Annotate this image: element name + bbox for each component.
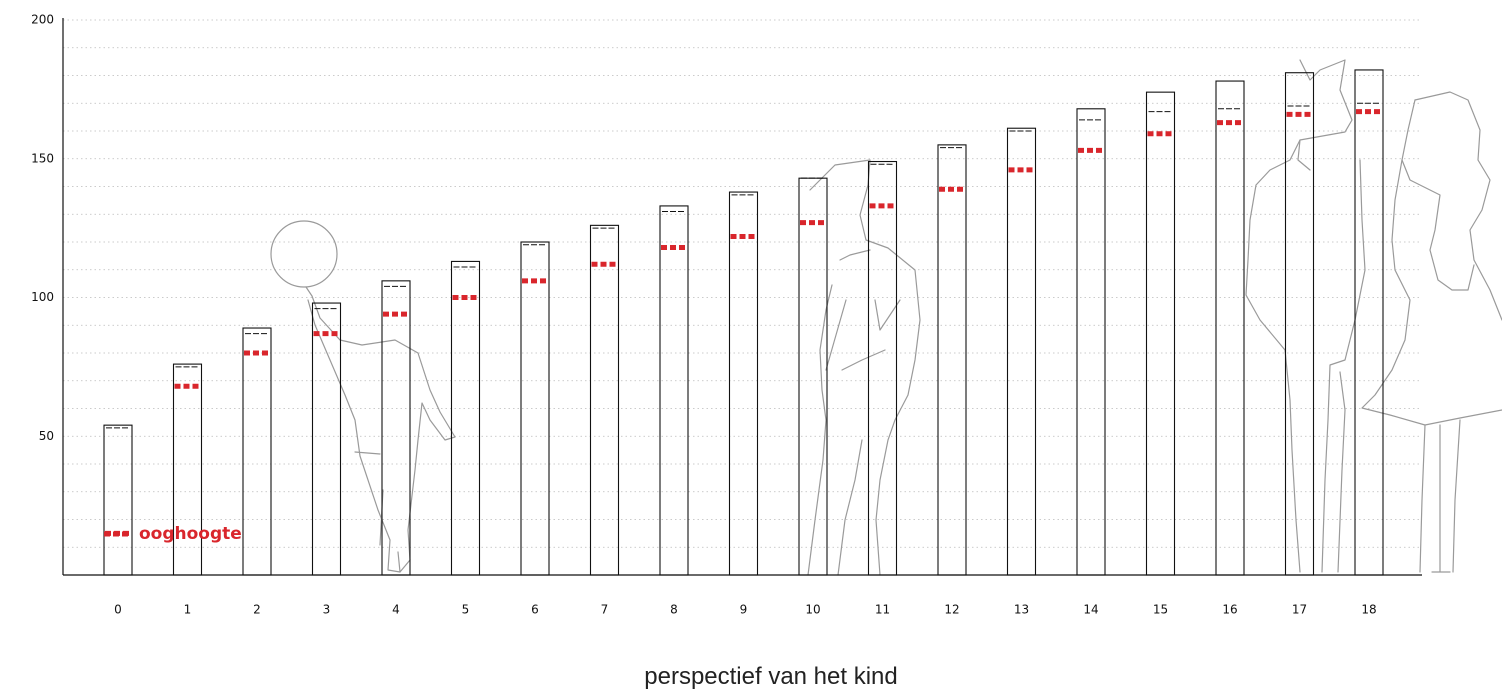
height-bar xyxy=(311,302,342,576)
x-tick-label: 10 xyxy=(805,603,820,617)
x-tick-label: 9 xyxy=(740,603,748,617)
y-tick-label: 100 xyxy=(31,290,54,304)
x-tick-label: 1 xyxy=(184,603,192,617)
x-tick-label: 14 xyxy=(1083,603,1098,617)
x-tick-label: 3 xyxy=(323,603,331,617)
x-tick-label: 13 xyxy=(1014,603,1029,617)
height-bar xyxy=(1284,72,1315,576)
x-tick-label: 5 xyxy=(462,603,470,617)
y-tick-labels: 50 100 150 200 xyxy=(31,13,54,443)
legend-label-eye-level: ooghoogte xyxy=(139,524,242,544)
height-bar xyxy=(659,205,689,576)
x-tick-label: 16 xyxy=(1222,603,1237,617)
height-bar xyxy=(1076,108,1106,576)
height-bar xyxy=(867,160,898,576)
height-bar xyxy=(937,144,967,576)
grid-lines xyxy=(63,19,1422,548)
height-bar xyxy=(798,177,828,576)
x-tick-label: 6 xyxy=(531,603,539,617)
x-tick-label: 17 xyxy=(1292,603,1307,617)
x-tick-label: 0 xyxy=(114,603,122,617)
x-tick-label: 2 xyxy=(253,603,261,617)
x-tick-label: 8 xyxy=(670,603,678,617)
height-bar xyxy=(1215,80,1245,576)
y-tick-label: 50 xyxy=(39,429,54,443)
legend: ooghoogte xyxy=(104,524,242,544)
child-balloon-silhouette-icon xyxy=(270,220,456,573)
x-tick-label: 4 xyxy=(392,603,400,617)
x-tick-label: 12 xyxy=(944,603,959,617)
y-tick-label: 150 xyxy=(31,151,54,165)
height-bar xyxy=(450,260,481,576)
height-bar xyxy=(1354,69,1384,576)
height-bar xyxy=(589,224,620,576)
height-bar xyxy=(381,280,411,576)
height-bar xyxy=(1145,91,1176,576)
height-bar xyxy=(728,191,759,576)
height-bar xyxy=(172,363,203,576)
height-bar xyxy=(103,424,133,576)
x-tick-label: 7 xyxy=(601,603,609,617)
x-tick-label: 18 xyxy=(1361,603,1376,617)
x-tick-label: 11 xyxy=(875,603,890,617)
y-tick-label: 200 xyxy=(31,13,54,27)
height-bar xyxy=(520,241,550,576)
x-tick-label: 15 xyxy=(1153,603,1168,617)
bars xyxy=(103,69,1384,576)
x-axis-label: perspectief van het kind xyxy=(644,663,898,690)
woman-silhouette-icon xyxy=(1361,91,1502,573)
height-bar xyxy=(1006,127,1037,576)
height-bar xyxy=(242,327,272,576)
adult-silhouette-icon xyxy=(1245,59,1366,573)
x-tick-labels: 0 1 2 3 4 5 6 7 8 9 10 11 12 13 14 15 16 17 18 xyxy=(114,603,1376,617)
